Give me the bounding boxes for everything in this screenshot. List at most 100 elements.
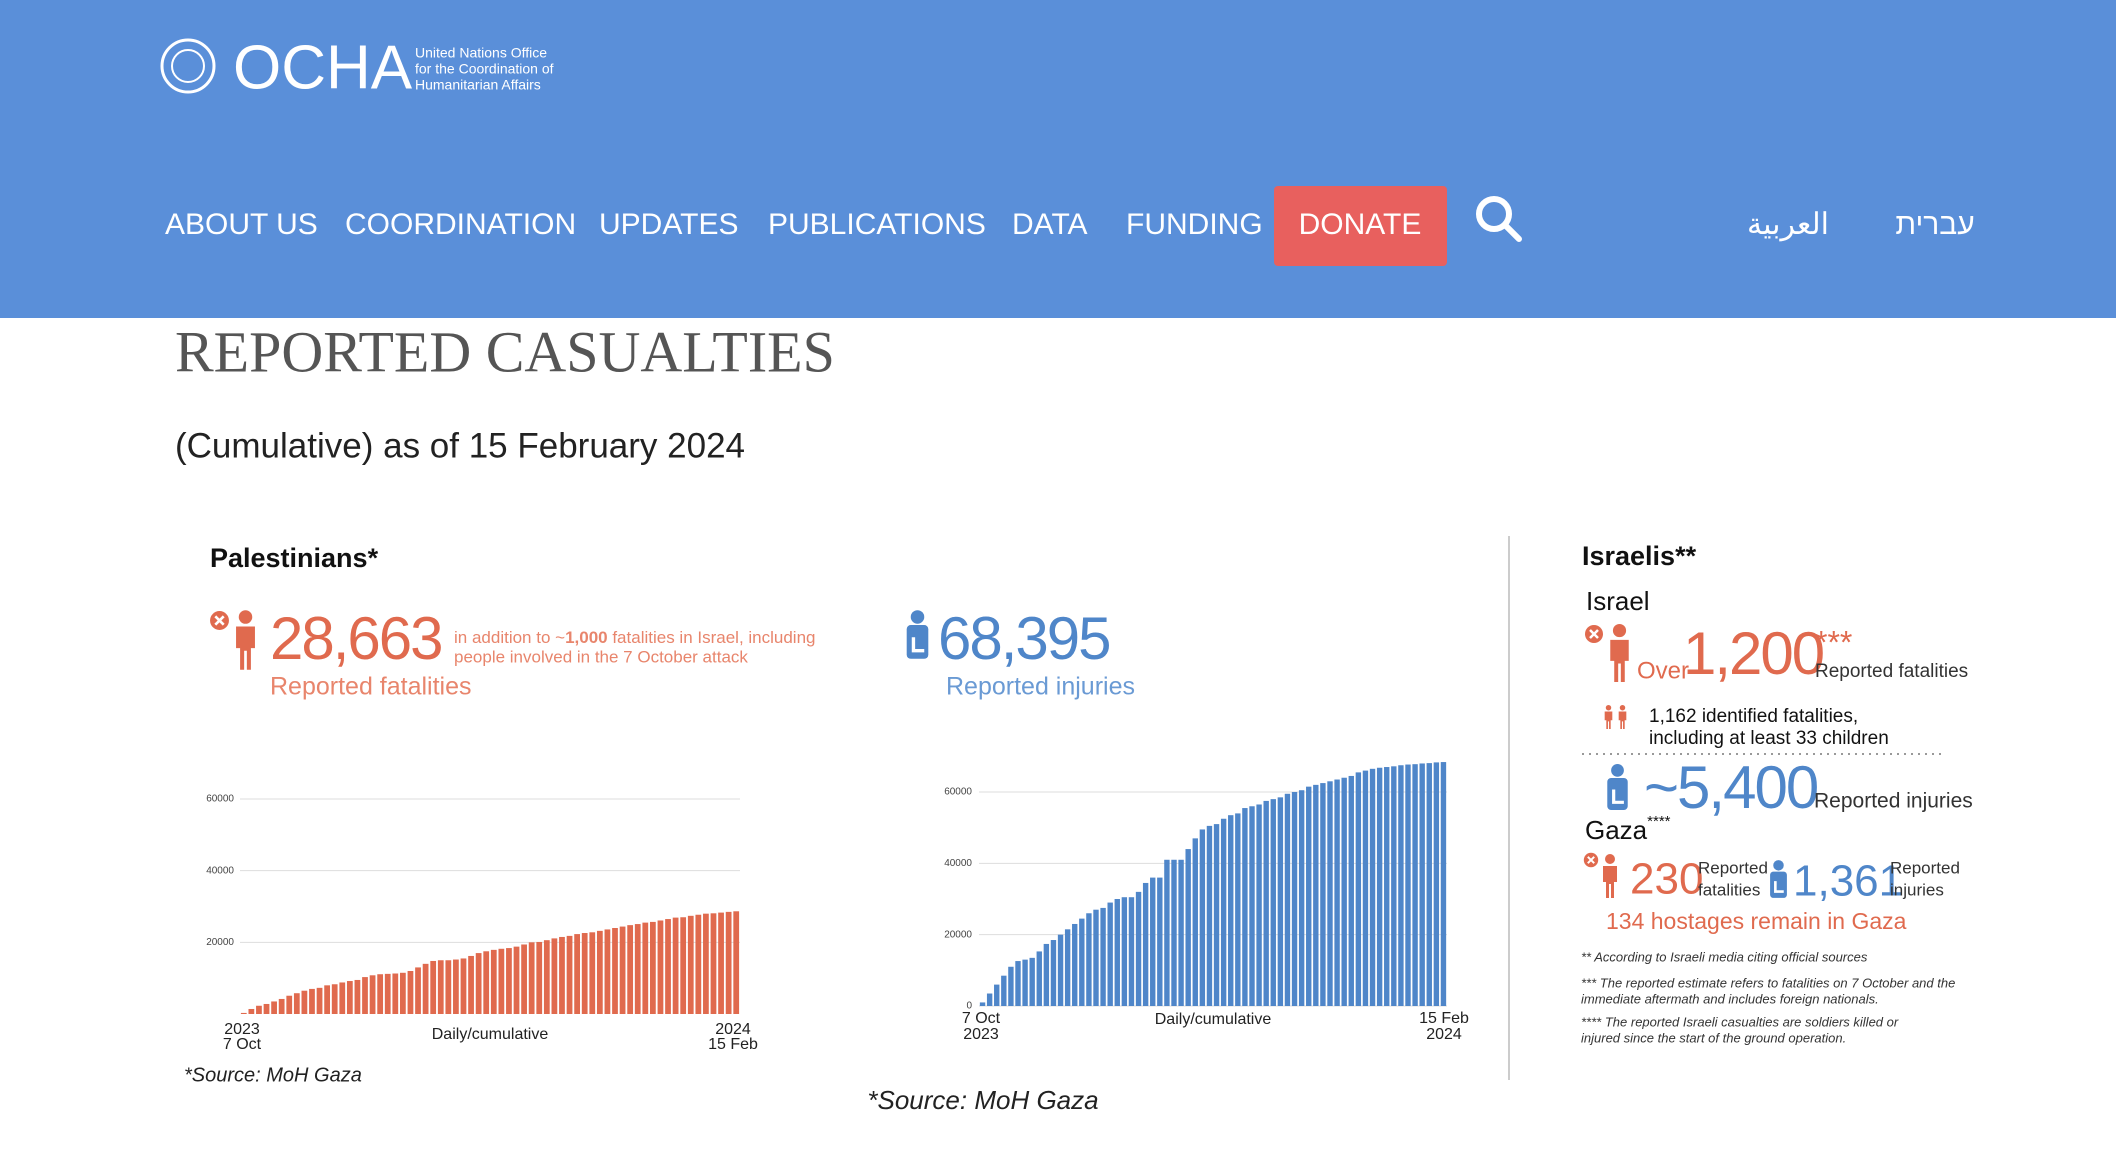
bar <box>657 920 664 1014</box>
bar <box>1036 951 1042 1006</box>
y-tick-label: 60000 <box>944 787 972 798</box>
bar <box>994 984 1000 1006</box>
bar <box>672 917 679 1014</box>
language-link[interactable]: العربية <box>1747 208 1829 242</box>
donate-button[interactable]: DONATE <box>1274 186 1447 266</box>
bar <box>733 911 740 1014</box>
bar <box>543 940 550 1014</box>
bar <box>1199 829 1206 1006</box>
fatality-icon <box>1603 854 1617 898</box>
bar <box>1419 763 1425 1006</box>
note-part: fatalities in Israel, including <box>608 628 816 647</box>
x-axis-label: Daily/cumulative <box>432 1026 549 1043</box>
fatalities-label: Reported fatalities <box>1815 661 1968 682</box>
bar <box>1157 877 1163 1006</box>
bar <box>1362 770 1369 1006</box>
bar <box>1072 923 1078 1006</box>
bar <box>1398 765 1404 1006</box>
bar <box>1405 764 1411 1006</box>
nav-link[interactable]: UPDATES <box>599 208 738 241</box>
bar <box>392 973 399 1014</box>
header-bar <box>0 0 2116 318</box>
bar <box>1355 772 1362 1006</box>
y-tick-label: 40000 <box>944 858 972 869</box>
bar <box>650 921 656 1014</box>
bar <box>1334 779 1340 1006</box>
bar <box>1277 797 1284 1006</box>
bar <box>1327 781 1333 1006</box>
bar <box>1121 897 1128 1006</box>
bar <box>1320 783 1326 1006</box>
footnote: immediate aftermath and includes foreign… <box>1581 991 1879 1006</box>
search-icon[interactable] <box>1476 196 1522 242</box>
bar <box>286 995 293 1014</box>
nav-link[interactable]: PUBLICATIONS <box>768 208 986 241</box>
bar <box>384 973 391 1014</box>
section-heading: Israelis** <box>1582 541 1697 571</box>
bar <box>346 981 353 1014</box>
language-link[interactable]: עברית <box>1895 208 1974 241</box>
bar <box>400 972 406 1014</box>
bar <box>1057 934 1064 1006</box>
bar <box>1263 800 1269 1006</box>
bar <box>1064 929 1071 1006</box>
source-note: *Source: MoH Gaza <box>184 1064 362 1086</box>
bar <box>339 982 346 1014</box>
bar <box>574 934 580 1014</box>
bar <box>1369 768 1376 1006</box>
logo-acronym: OCHA <box>233 33 413 102</box>
bar <box>1206 825 1213 1006</box>
bar <box>445 960 452 1014</box>
nav-link[interactable]: COORDINATION <box>345 208 576 241</box>
identified-text: including at least 33 children <box>1649 728 1889 749</box>
nav-link[interactable]: ABOUT US <box>165 208 318 241</box>
note-part: 1,000 <box>565 628 608 647</box>
bar <box>1348 775 1354 1006</box>
bar <box>1079 918 1085 1006</box>
x-tick-label: 2024 <box>715 1021 751 1038</box>
bar <box>1426 763 1432 1006</box>
bar <box>240 1012 247 1014</box>
injuries-label: Reported injuries <box>946 673 1135 701</box>
small-label: fatalities <box>1698 880 1760 899</box>
x-tick-label: 7 Oct <box>223 1036 262 1053</box>
bar <box>1135 891 1142 1006</box>
bar <box>422 963 429 1014</box>
bar <box>453 959 459 1014</box>
fatalities-note: people involved in the 7 October attack <box>454 647 748 666</box>
bar <box>263 1003 270 1014</box>
bar <box>642 922 649 1014</box>
bar <box>1270 799 1276 1006</box>
bar <box>596 930 603 1014</box>
bar <box>718 912 724 1014</box>
bar <box>979 1002 986 1006</box>
bar <box>1213 824 1220 1006</box>
note-part: in addition to ~ <box>454 628 565 647</box>
nav-link[interactable]: FUNDING <box>1126 208 1263 241</box>
bar <box>695 914 702 1014</box>
x-tick-label: 7 Oct <box>962 1010 1001 1027</box>
bar <box>256 1005 262 1014</box>
bar <box>490 949 497 1014</box>
bar <box>468 955 474 1014</box>
bar <box>1391 766 1397 1006</box>
y-tick-label: 20000 <box>944 929 972 940</box>
bar <box>665 919 671 1014</box>
bar <box>407 971 414 1014</box>
logo[interactable]: OCHA United Nations Office for the Coord… <box>160 33 554 102</box>
injuries-number: ~5,400 <box>1644 754 1818 821</box>
bar <box>309 988 315 1014</box>
bar <box>1284 793 1291 1006</box>
logo-line: for the Coordination of <box>415 61 554 77</box>
nav-link[interactable]: DATA <box>1012 208 1088 241</box>
y-tick-label: 40000 <box>206 865 234 876</box>
donate-label: DONATE <box>1299 208 1422 241</box>
y-tick-label: 0 <box>966 1001 972 1012</box>
x-axis-label: Daily/cumulative <box>1155 1011 1272 1028</box>
bar <box>1384 767 1390 1006</box>
fatalities-number: 28,663 <box>270 605 442 672</box>
x-tick-label: 2023 <box>224 1021 260 1038</box>
bar <box>1142 882 1149 1006</box>
x-tick-label: 15 Feb <box>1419 1010 1469 1027</box>
